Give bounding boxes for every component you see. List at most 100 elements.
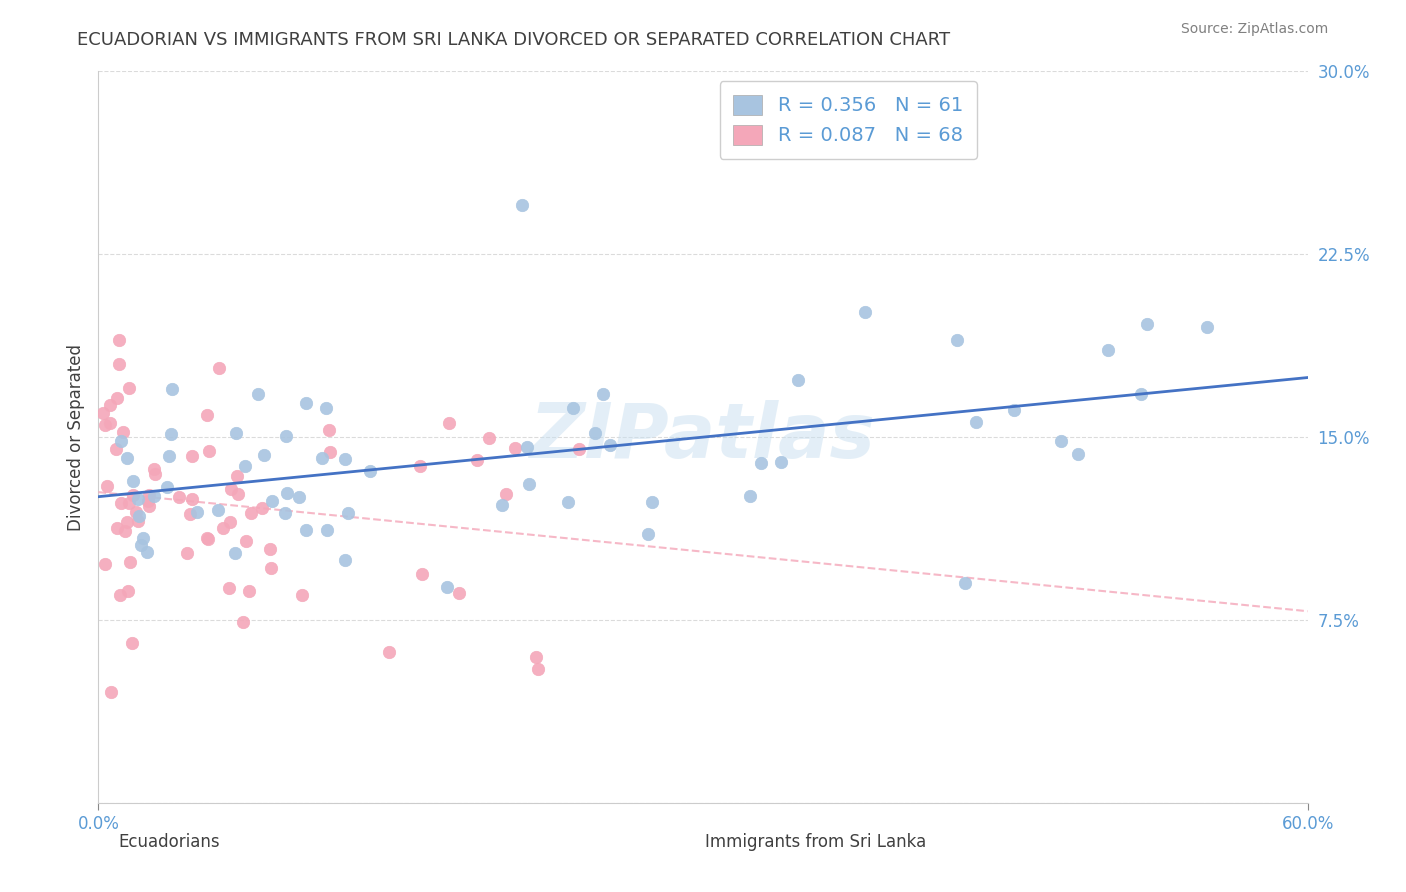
Point xyxy=(104,442,127,456)
Point xyxy=(319,445,342,459)
Point xyxy=(129,538,152,552)
Point xyxy=(117,451,139,466)
Point xyxy=(274,428,297,442)
Point xyxy=(853,304,876,318)
Point xyxy=(94,417,117,432)
Point xyxy=(98,416,121,430)
Point xyxy=(1002,403,1025,417)
Point xyxy=(1136,318,1159,332)
Point xyxy=(311,451,333,466)
Point xyxy=(526,662,548,676)
Point xyxy=(259,542,281,557)
Point xyxy=(335,553,357,567)
Point xyxy=(110,434,132,449)
Legend: R = 0.356   N = 61, R = 0.087   N = 68: R = 0.356 N = 61, R = 0.087 N = 68 xyxy=(720,81,977,159)
Point xyxy=(145,467,167,482)
Point xyxy=(1067,447,1090,461)
Point xyxy=(91,406,114,420)
Point xyxy=(316,523,339,537)
Point xyxy=(208,360,231,375)
Text: Ecuadorians: Ecuadorians xyxy=(118,833,219,851)
Point xyxy=(262,494,284,508)
Point xyxy=(1097,343,1119,358)
Point xyxy=(238,584,260,599)
Y-axis label: Divorced or Separated: Divorced or Separated xyxy=(66,343,84,531)
Point xyxy=(583,425,606,440)
Point xyxy=(160,382,183,396)
Point xyxy=(219,482,242,496)
Point xyxy=(186,505,208,519)
Point xyxy=(409,459,432,474)
Point xyxy=(568,442,591,457)
Point xyxy=(557,495,579,509)
Point xyxy=(359,464,381,478)
Point xyxy=(157,449,180,463)
Point xyxy=(510,198,533,212)
Point xyxy=(110,496,132,510)
Point xyxy=(107,357,129,371)
Point xyxy=(138,487,160,501)
Point xyxy=(495,487,517,501)
Point xyxy=(136,493,159,508)
Text: ZIPatlas: ZIPatlas xyxy=(530,401,876,474)
Point xyxy=(226,469,249,483)
Point xyxy=(276,486,298,500)
Text: Immigrants from Sri Lanka: Immigrants from Sri Lanka xyxy=(704,833,927,851)
Point xyxy=(437,416,460,430)
Point xyxy=(110,589,132,603)
Point xyxy=(225,425,247,440)
Point xyxy=(96,478,118,492)
Point xyxy=(467,453,489,467)
Point xyxy=(491,498,513,512)
Point xyxy=(94,558,117,572)
Point xyxy=(235,533,257,548)
Point xyxy=(290,588,312,602)
Point xyxy=(195,408,218,422)
Point xyxy=(169,490,191,504)
Point xyxy=(770,455,793,469)
Point xyxy=(295,395,318,409)
Point xyxy=(239,506,262,520)
Text: Source: ZipAtlas.com: Source: ZipAtlas.com xyxy=(1181,22,1329,37)
Point xyxy=(274,506,297,520)
Point xyxy=(156,480,179,494)
Point xyxy=(218,581,240,595)
Point xyxy=(180,449,202,463)
Point xyxy=(336,506,359,520)
Point xyxy=(195,531,218,545)
Point xyxy=(224,546,246,560)
Point xyxy=(105,391,128,405)
Point xyxy=(122,475,145,489)
Point xyxy=(517,477,540,491)
Point xyxy=(449,586,471,600)
Point xyxy=(233,459,256,474)
Point xyxy=(118,555,141,569)
Point xyxy=(143,462,166,476)
Point xyxy=(953,576,976,591)
Point xyxy=(561,401,583,416)
Point xyxy=(107,333,129,347)
Point xyxy=(105,521,128,535)
Point xyxy=(503,442,526,456)
Point xyxy=(121,635,143,649)
Point xyxy=(128,509,150,524)
Point xyxy=(247,387,270,401)
Point xyxy=(250,500,273,515)
Point xyxy=(1050,434,1073,449)
Point xyxy=(118,496,141,510)
Point xyxy=(436,580,458,594)
Point xyxy=(100,398,122,412)
Point xyxy=(176,547,198,561)
Point xyxy=(207,502,229,516)
Point xyxy=(738,489,761,503)
Point xyxy=(179,507,201,521)
Point xyxy=(641,495,664,509)
Point xyxy=(118,381,141,395)
Point xyxy=(333,451,356,466)
Point xyxy=(599,438,621,452)
Point xyxy=(127,492,149,507)
Point xyxy=(218,515,240,529)
Point xyxy=(125,505,148,519)
Point xyxy=(965,415,987,429)
Point xyxy=(232,615,254,630)
